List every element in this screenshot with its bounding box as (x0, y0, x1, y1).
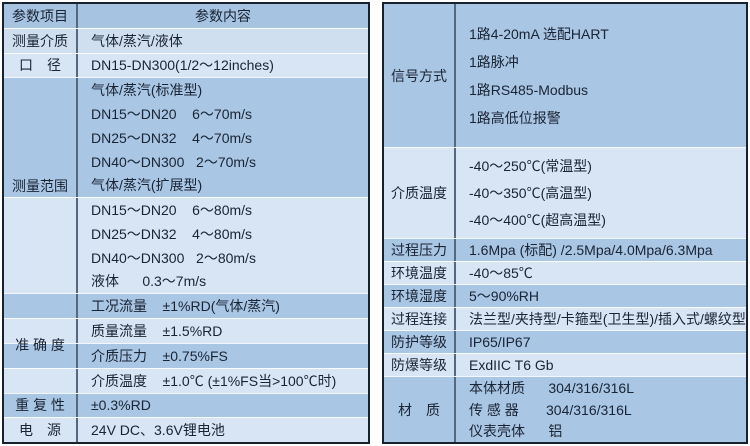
cell-value: DN25～DN32 4～80m/s (91, 225, 253, 242)
cell-value: 气体/蒸汽(扩展型) (91, 177, 203, 194)
row-range-line: DN40～DN300 2～80m/s (4, 245, 368, 270)
cell-label: 信号方式 (384, 4, 456, 147)
cell-label (4, 368, 78, 393)
cell-value: -40～85℃ (469, 265, 533, 281)
material-line: 传 感 器 304/316/316L (469, 401, 632, 418)
row-diameter: 口 径 DN15-DN300(1/2～12inches) (4, 52, 368, 78)
cell-value: 本体材质 304/316/316L 传 感 器 304/316/316L 仪表壳… (456, 377, 746, 442)
row-range-liquid: 液体 0.3～7m/s (4, 269, 368, 294)
cell-value: 工况流量 ±1%RD(气体/蒸汽) (91, 298, 280, 315)
cell-label: 重 复 性 (4, 393, 78, 418)
cell-label: 介质温度 (384, 148, 456, 238)
cell-value: 1.6Mpa (标配) /2.5Mpa/4.0Mpa/6.3Mpa (469, 242, 713, 258)
cell-value: DN40～DN300 2～80m/s (91, 249, 256, 266)
cell-label: 电 源 (4, 418, 78, 443)
cell-value: DN25～DN32 4～70m/s (91, 129, 253, 146)
cell-label (4, 198, 78, 223)
row-accuracy-line: 介质温度 ±1.0℃ (±1%FS当>100℃时) (4, 367, 368, 393)
cell-label: 防爆等级 (384, 354, 456, 376)
cell-value: -40～250℃(常温型) -40～350℃(高温型) -40～400℃(超高温… (456, 148, 746, 238)
cell-value: IP65/IP67 (469, 334, 531, 350)
row-range-line: DN25～DN32 4～70m/s (4, 125, 368, 150)
cell-label (4, 149, 78, 174)
cell-label: 测量介质 (4, 28, 78, 53)
cell-label: 口 径 (4, 53, 78, 78)
cell-value: 介质温度 ±1.0℃ (±1%FS当>100℃时) (91, 372, 337, 389)
row-range-standard-title: 气体/蒸汽(标准型) (4, 77, 368, 103)
cell-label: 环境温度 (384, 262, 456, 284)
signal-line: 1路脉冲 (469, 53, 519, 70)
row-accuracy-line: 质量流量 ±1.5%RD (4, 318, 368, 343)
row-range-line: DN25～DN32 4～80m/s (4, 222, 368, 246)
row-measuring-medium: 测量介质 气体/蒸汽/液体 (4, 27, 368, 53)
cell-value: ExdIIC T6 Gb (469, 357, 554, 373)
cell-label (4, 125, 78, 150)
cell-label: 防护等级 (384, 331, 456, 353)
row-signal-mode: 信号方式 1路4-20mA 选配HART 1路脉冲 1路RS485-Modbus… (384, 4, 746, 147)
cell-value: ±0.3%RD (91, 397, 151, 414)
header-param-label: 参数项目 (4, 4, 78, 28)
row-repeatability: 重 复 性 ±0.3%RD (4, 392, 368, 418)
cell-value: 气体/蒸汽/液体 (91, 32, 183, 49)
cell-value: 气体/蒸汽(标准型) (91, 82, 203, 99)
row-medium-temperature: 介质温度 -40～250℃(常温型) -40～350℃(高温型) -40～400… (384, 147, 746, 238)
cell-label (4, 245, 78, 270)
cell-label: 材 质 (384, 377, 456, 442)
header-content-label: 参数内容 (195, 7, 251, 24)
cell-value: 5～90%RH (469, 288, 540, 304)
cell-value: 法兰型/夹持型/卡箍型(卫生型)/插入式/螺纹型 (469, 311, 746, 327)
signal-line: 1路高低位报警 (469, 109, 561, 126)
material-line: 仪表壳体 铝 (469, 423, 563, 439)
row-power: 电 源 24V DC、3.6V锂电池 (4, 417, 368, 443)
material-line: 本体材质 304/316/316L (469, 380, 634, 396)
cell-value: DN40～DN300 2～70m/s (91, 153, 256, 170)
row-material: 材 质 本体材质 304/316/316L 传 感 器 304/316/316L… (384, 376, 746, 442)
cell-label (4, 222, 78, 246)
row-protection-rating: 防护等级 IP65/IP67 (384, 330, 746, 353)
cell-value: DN15～DN20 6～80m/s (91, 202, 253, 219)
cell-label (4, 319, 78, 343)
cell-value: 质量流量 ±1.5%RD (91, 323, 223, 340)
cell-value: 液体 0.3～7m/s (91, 273, 207, 290)
cell-label: 环境湿度 (384, 285, 456, 307)
cell-value: DN15～DN20 6～70m/s (91, 106, 253, 123)
signal-line: 1路4-20mA 选配HART (469, 25, 609, 42)
cell-value: 24V DC、3.6V锂电池 (91, 422, 225, 439)
row-accuracy-line: 工况流量 ±1%RD(气体/蒸汽) (4, 293, 368, 319)
cell-label: 过程压力 (384, 239, 456, 261)
row-range-extended-title: 气体/蒸汽(扩展型) (4, 173, 368, 198)
cell-value: 介质压力 ±0.75%FS (91, 347, 228, 364)
cell-label (4, 173, 78, 198)
cell-label (4, 294, 78, 319)
row-range-line: DN15～DN20 6～70m/s (4, 102, 368, 126)
right-spec-table: 信号方式 1路4-20mA 选配HART 1路脉冲 1路RS485-Modbus… (382, 2, 748, 444)
medium-temp-line: -40～350℃(高温型) (469, 185, 592, 201)
cell-label (4, 269, 78, 294)
left-spec-table: 参数项目 参数内容 测量介质 气体/蒸汽/液体 口 径 DN15-DN300(1… (2, 2, 370, 444)
cell-value: DN15-DN300(1/2～12inches) (91, 57, 274, 74)
signal-line: 1路RS485-Modbus (469, 81, 589, 98)
row-ambient-humidity: 环境湿度 5～90%RH (384, 284, 746, 307)
row-process-pressure: 过程压力 1.6Mpa (标配) /2.5Mpa/4.0Mpa/6.3Mpa (384, 238, 746, 261)
row-accuracy-line: 介质压力 ±0.75%FS (4, 342, 368, 368)
medium-temp-line: -40～250℃(常温型) (469, 158, 592, 174)
row-process-connection: 过程连接 法兰型/夹持型/卡箍型(卫生型)/插入式/螺纹型 (384, 307, 746, 330)
cell-value: 1路4-20mA 选配HART 1路脉冲 1路RS485-Modbus 1路高低… (456, 4, 746, 147)
header-row: 参数项目 参数内容 (4, 4, 368, 28)
row-range-line: DN40～DN300 2～70m/s (4, 149, 368, 174)
cell-label (4, 102, 78, 126)
row-range-line: DN15～DN20 6～80m/s (4, 197, 368, 223)
cell-label (4, 343, 78, 368)
medium-temp-line: -40～400℃(超高温型) (469, 212, 606, 228)
cell-label: 过程连接 (384, 308, 456, 330)
row-explosion-proof-rating: 防爆等级 ExdIIC T6 Gb (384, 353, 746, 376)
row-ambient-temperature: 环境温度 -40～85℃ (384, 261, 746, 284)
cell-label (4, 78, 78, 103)
